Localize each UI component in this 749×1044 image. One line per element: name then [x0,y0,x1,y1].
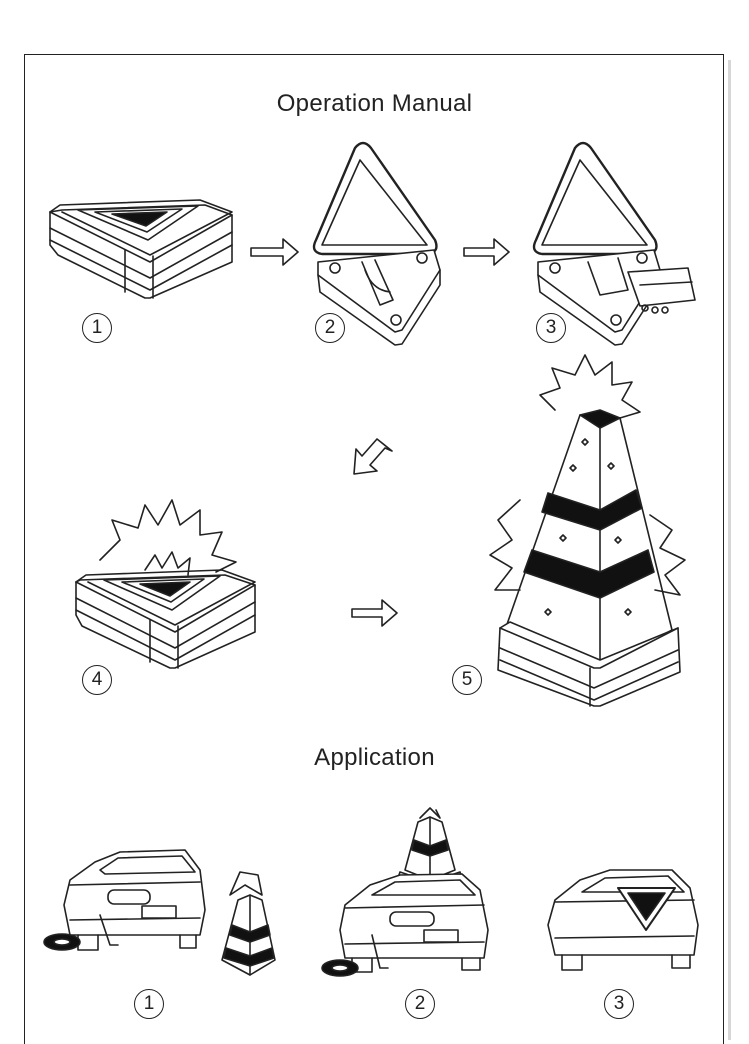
step-number-3: 3 [536,313,566,343]
reflector-triangle-icon [139,581,191,597]
arrow-right-icon [463,238,510,266]
application-title: Application [314,744,435,771]
manual-frame [24,54,724,1044]
burst-icon [229,871,263,896]
reflective-band [523,549,655,599]
closed-triangle-light [49,199,233,299]
glowing-triangle-light [75,499,256,669]
burst-icon [419,807,441,819]
reflector-triangle-icon [111,211,168,227]
step-number-2: 2 [315,313,345,343]
application-number-3: 3 [604,989,634,1019]
opened-lid-battery-compartment [312,141,441,346]
reflective-band [541,489,643,531]
reflector-triangle-icon [627,892,666,921]
inserting-batteries [532,141,696,346]
frame-shadow [728,60,731,1040]
car-tire-change-with-cone [43,849,276,976]
burst-icon [99,499,237,573]
operation-manual-title: Operation Manual [276,90,473,117]
expanded-warning-cone [489,354,686,707]
step-number-1: 1 [82,313,112,343]
burst-icon [539,354,641,419]
burst-icon [649,514,686,596]
step-number-4: 4 [82,665,112,695]
arrow-right-icon [351,599,398,627]
application-number-1: 1 [134,989,164,1019]
application-number-2: 2 [405,989,435,1019]
car-with-triangle-on-rear [547,869,699,971]
arrow-down-left-icon [353,438,393,475]
burst-icon [489,499,521,591]
step-number-5: 5 [452,665,482,695]
car-with-cone-on-roof [321,807,489,977]
arrow-right-icon [250,238,299,266]
